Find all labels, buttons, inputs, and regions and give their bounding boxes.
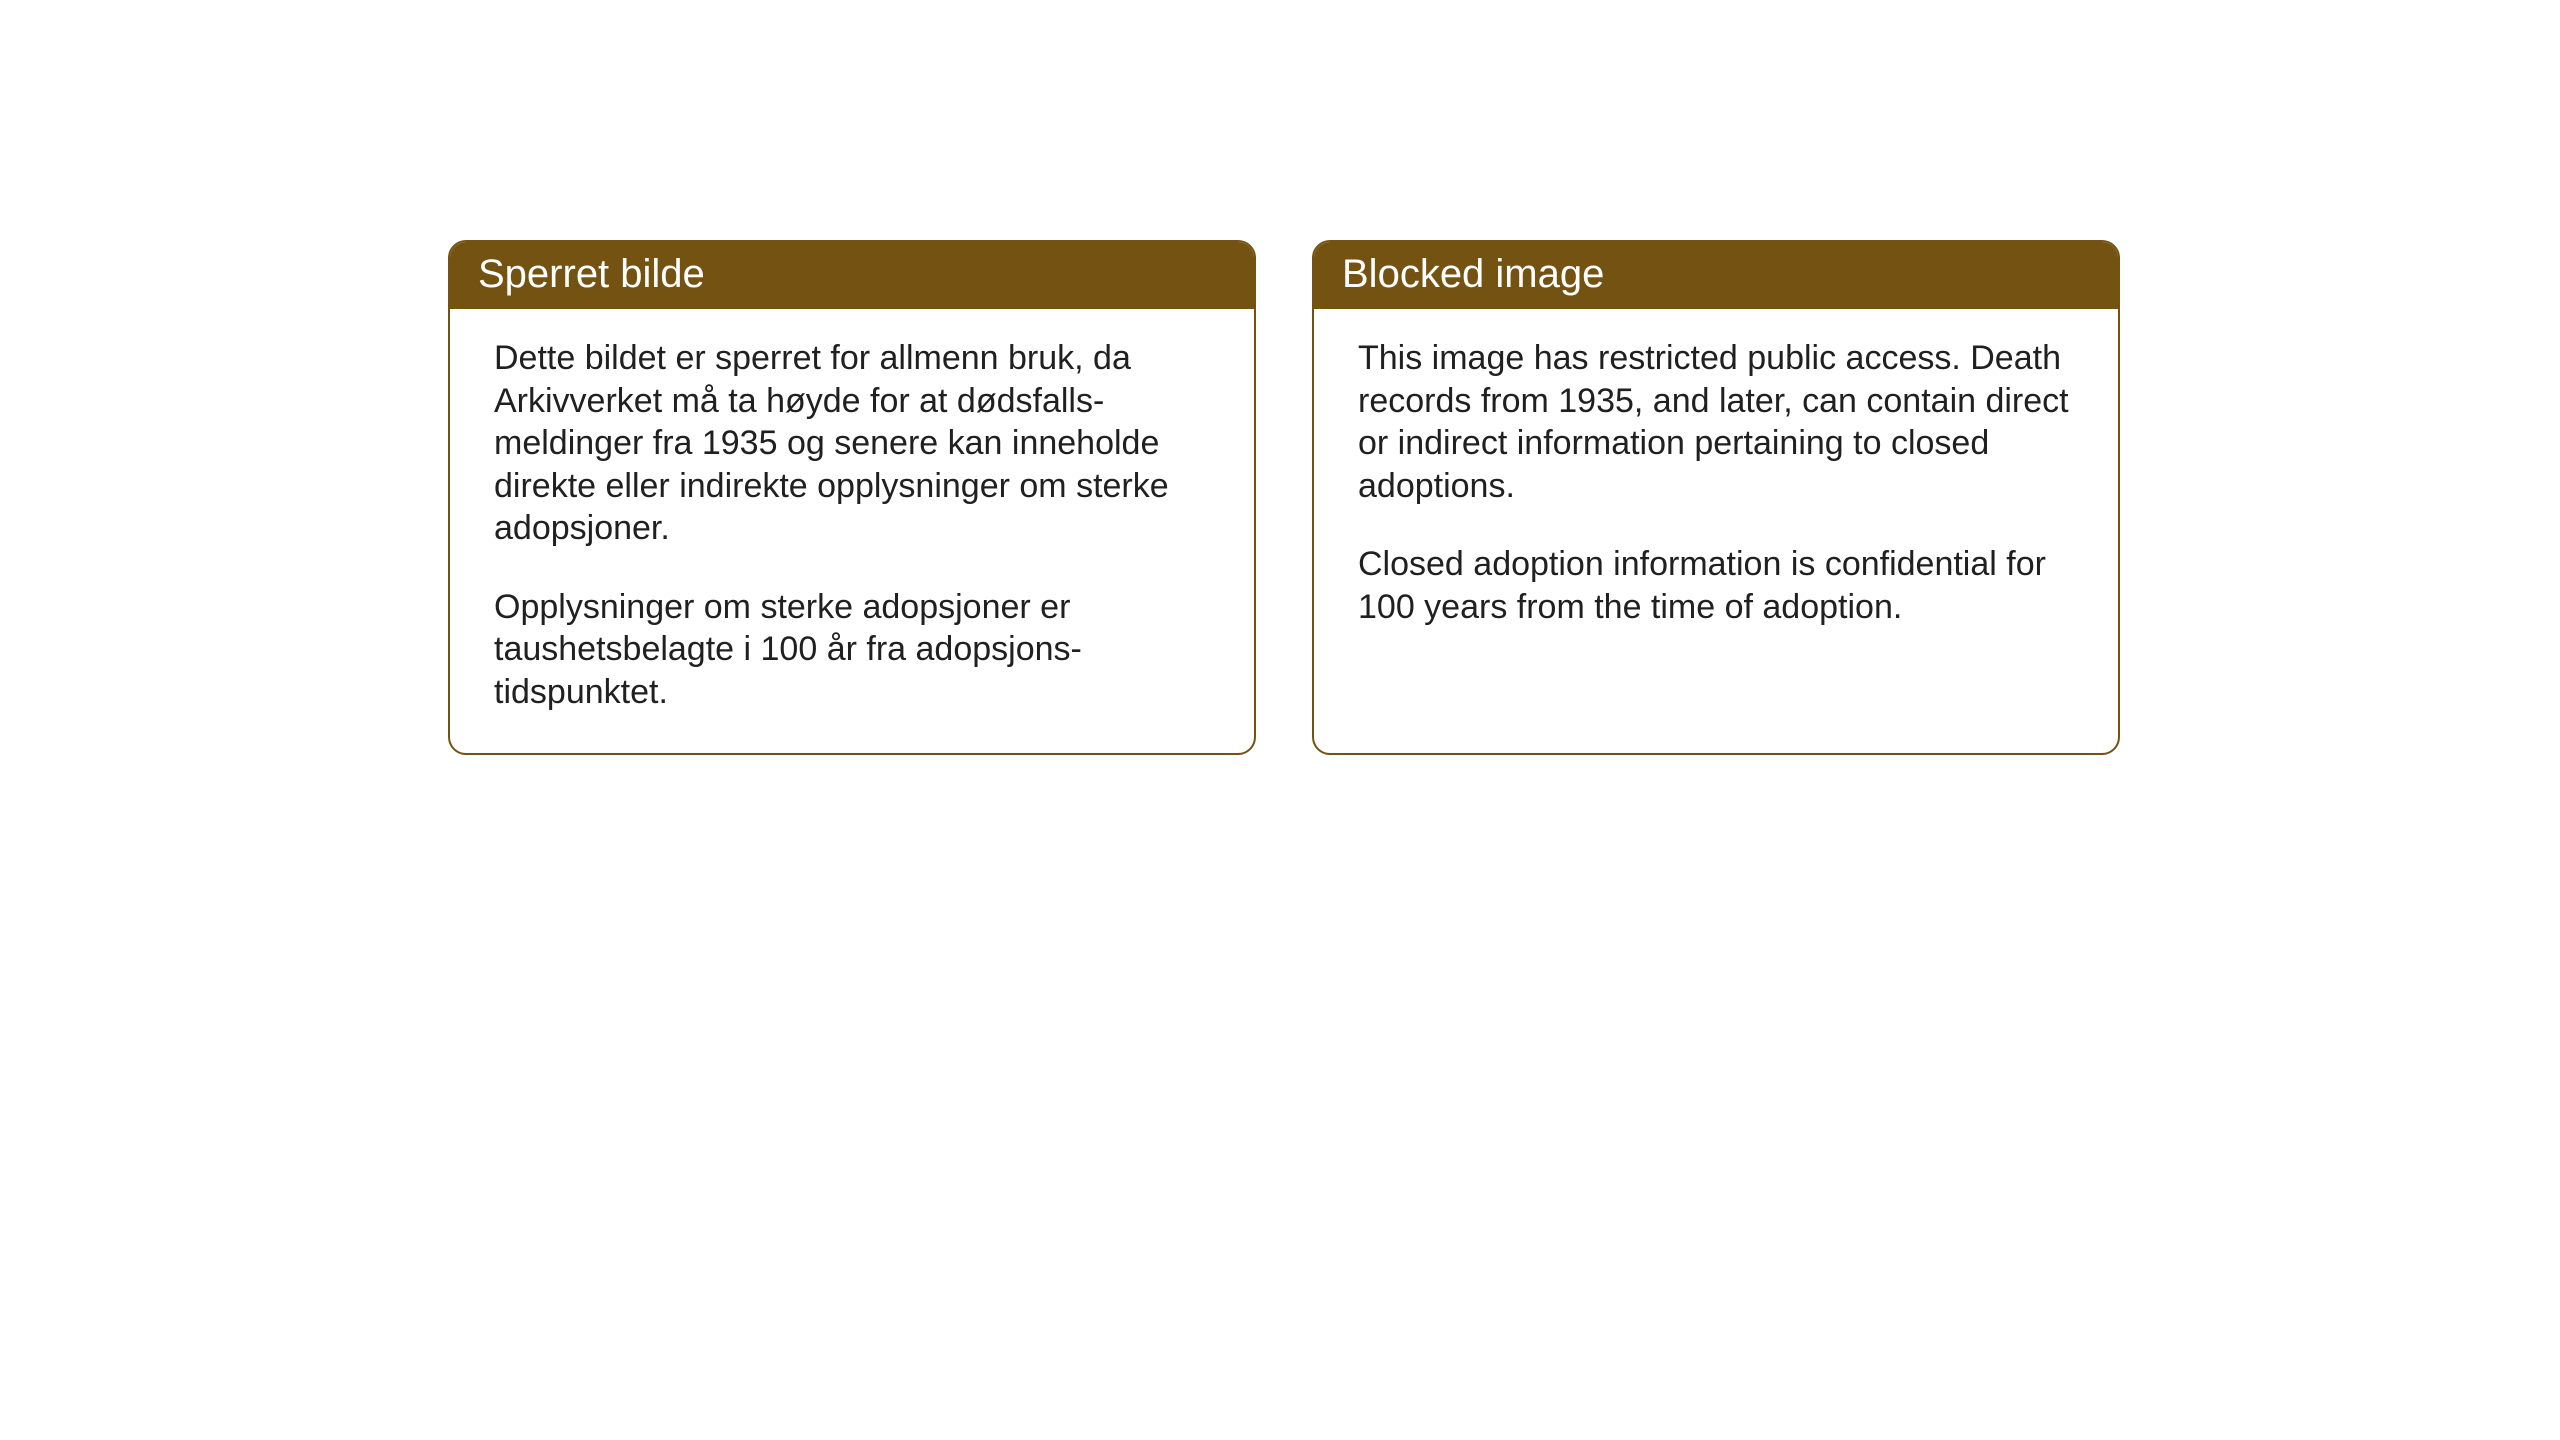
notice-card-norwegian: Sperret bilde Dette bildet er sperret fo… (448, 240, 1256, 755)
notice-header-norwegian: Sperret bilde (450, 242, 1254, 309)
notice-body-norwegian: Dette bildet er sperret for allmenn bruk… (450, 309, 1254, 753)
notice-paragraph-2-en: Closed adoption information is confident… (1358, 543, 2074, 628)
notice-paragraph-1-en: This image has restricted public access.… (1358, 337, 2074, 507)
notice-paragraph-2-no: Opplysninger om sterke adopsjoner er tau… (494, 586, 1210, 714)
notice-header-english: Blocked image (1314, 242, 2118, 309)
notice-card-english: Blocked image This image has restricted … (1312, 240, 2120, 755)
notice-cards-container: Sperret bilde Dette bildet er sperret fo… (448, 240, 2120, 755)
notice-body-english: This image has restricted public access.… (1314, 309, 2118, 749)
notice-paragraph-1-no: Dette bildet er sperret for allmenn bruk… (494, 337, 1210, 550)
